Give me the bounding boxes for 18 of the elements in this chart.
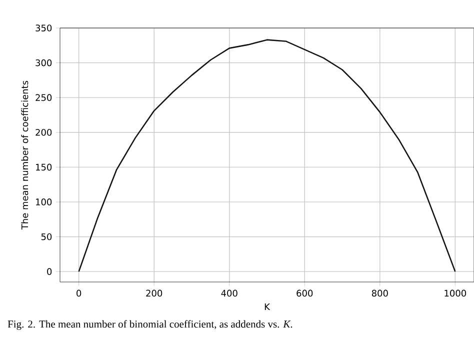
x-tick-label: 600 bbox=[296, 290, 313, 297]
x-tick-label: 0 bbox=[76, 290, 82, 297]
y-tick-label: 0 bbox=[47, 268, 52, 275]
y-tick-label: 300 bbox=[36, 59, 52, 66]
y-tick-label: 350 bbox=[36, 24, 52, 32]
y-tick-label: 250 bbox=[36, 94, 52, 101]
caption: Fig. 2. The mean number of binomial coefficient, as addends vs. K. bbox=[8, 320, 292, 330]
x-axis-title: K bbox=[264, 303, 270, 310]
y-tick-label: 150 bbox=[36, 164, 52, 171]
x-tick-label: 200 bbox=[146, 290, 162, 297]
x-tick-label: 1000 bbox=[444, 290, 466, 297]
x-tick-label: 800 bbox=[372, 290, 388, 297]
y-tick-label: 50 bbox=[41, 233, 52, 240]
y-tick-label: 100 bbox=[36, 198, 52, 206]
y-tick-label: 200 bbox=[36, 128, 52, 136]
y-axis-title: The mean number of coefficients bbox=[21, 80, 28, 230]
line-series bbox=[78, 39, 456, 272]
x-tick-label: 400 bbox=[221, 290, 238, 297]
